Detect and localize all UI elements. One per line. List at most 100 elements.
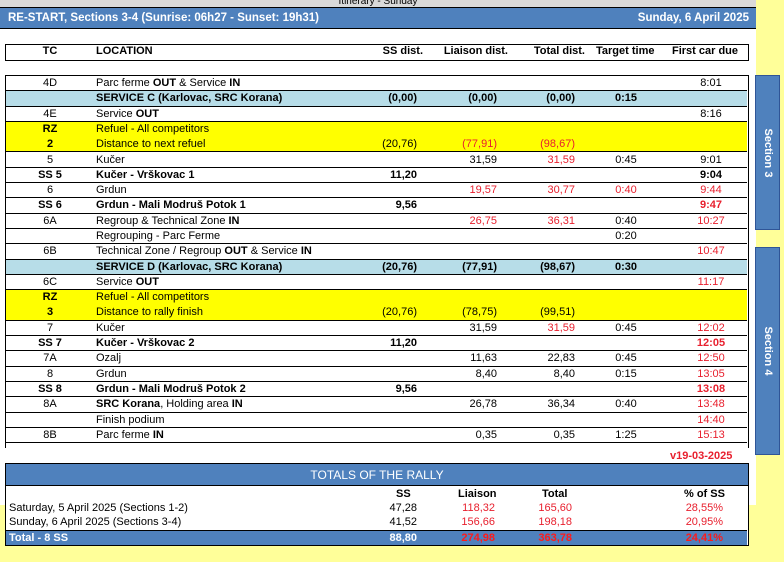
total-dist-cell: 8,40 bbox=[553, 367, 575, 380]
location-text: Kučer - Vrškovac 1 bbox=[96, 168, 195, 181]
tc-cell: SS 6 bbox=[38, 199, 62, 212]
table-row-normal: 5 Kučer 31,59 31,59 0:45 9:01 bbox=[6, 153, 747, 168]
table-row-ss: SS 7 Kučer - Vrškovac 2 11,20 12:05 bbox=[6, 336, 747, 352]
location-text: SERVICE C (Karlovac, SRC Korana) bbox=[96, 92, 283, 105]
ss-dist-cell: 9,56 bbox=[395, 199, 417, 212]
liaison-value: 274,98 bbox=[461, 532, 495, 544]
location-text: Parc ferme bbox=[96, 77, 153, 89]
target-time-cell: 0:20 bbox=[615, 230, 637, 242]
liaison-dist-cell: 26,78 bbox=[469, 398, 497, 411]
liaison-dist-cell: (78,75) bbox=[462, 306, 497, 319]
section-label: Section 4 bbox=[761, 326, 774, 376]
target-time-cell: 0:30 bbox=[614, 260, 638, 273]
tc-cell: 3 bbox=[46, 306, 54, 319]
totals-grand-row: Total - 8 SS 88,80 274,98 363,78 24,41% bbox=[6, 530, 747, 545]
ss-value: 88,80 bbox=[389, 532, 417, 544]
target-time-cell: 0:40 bbox=[615, 398, 637, 411]
total-dist-cell: 36,31 bbox=[547, 214, 575, 227]
first-car-due-cell: 12:05 bbox=[696, 337, 726, 350]
total-dist-cell: (98,67) bbox=[540, 260, 575, 273]
location-cell: Parc ferme OUT & Service IN bbox=[96, 76, 240, 90]
location-text: Refuel - All competitors bbox=[96, 291, 210, 304]
col-tc: TC bbox=[42, 45, 58, 57]
table-row-normal: Regrouping - Parc Ferme 0:20 bbox=[6, 229, 747, 245]
target-time-cell: 0:40 bbox=[615, 214, 637, 227]
total-dist-cell: (99,51) bbox=[540, 306, 575, 319]
location-cell: Regroup & Technical Zone IN bbox=[96, 214, 240, 228]
first-car-due-cell: 13:08 bbox=[696, 383, 726, 395]
tc-cell: 8A bbox=[43, 398, 57, 411]
tc-cell: RZ bbox=[42, 122, 58, 135]
table-row-normal: 6 Grdun 19,57 30,77 0:40 9:44 bbox=[6, 183, 747, 199]
ss-value: 47,28 bbox=[389, 502, 417, 514]
total-dist-cell: 30,77 bbox=[547, 184, 575, 197]
location-cell: Kučer - Vrškovac 1 bbox=[96, 168, 194, 182]
location-cell: Distance to next refuel bbox=[96, 137, 206, 150]
total-value: 198,18 bbox=[538, 516, 572, 528]
section-4-tab: Section 4 bbox=[755, 247, 780, 455]
col-liaison: Liaison bbox=[458, 488, 497, 500]
location-cell: SERVICE C (Karlovac, SRC Korana) bbox=[96, 91, 282, 105]
tc-cell: 6B bbox=[43, 245, 57, 258]
col-liaison-dist: Liaison dist. bbox=[443, 45, 508, 57]
col-ss-dist: SS dist. bbox=[382, 45, 423, 57]
first-car-due-cell: 14:40 bbox=[697, 413, 725, 426]
location-cell: Service OUT bbox=[96, 275, 159, 289]
table-row-normal: 4D Parc ferme OUT & Service IN 8:01 bbox=[6, 76, 747, 92]
location-text: & Service bbox=[176, 77, 230, 89]
first-car-due-cell: 10:47 bbox=[697, 245, 725, 258]
table-row-refuel: RZ 2 Refuel - All competitors Distance to n… bbox=[6, 121, 747, 153]
location-text: OUT bbox=[135, 107, 159, 120]
location-text: OUT bbox=[224, 245, 248, 258]
ss-dist-cell: 9,56 bbox=[395, 383, 417, 395]
total-dist-cell: 36,34 bbox=[547, 398, 575, 411]
first-car-due-cell: 12:50 bbox=[697, 352, 725, 365]
ss-value: 41,52 bbox=[389, 516, 417, 528]
row-label: Saturday, 5 April 2025 (Sections 1-2) bbox=[9, 502, 188, 514]
section-3-tab: Section 3 bbox=[755, 75, 780, 230]
itinerary-table: 4D Parc ferme OUT & Service IN 8:01 SERVICE… bbox=[5, 75, 749, 448]
total-dist-cell: 31,59 bbox=[547, 321, 575, 334]
location-text: IN bbox=[300, 245, 312, 258]
totals-row: Saturday, 5 April 2025 (Sections 1-2) 47… bbox=[6, 501, 747, 515]
ss-dist-cell: (20,76) bbox=[382, 137, 417, 150]
location-text: IN bbox=[228, 214, 240, 227]
total-value: 165,60 bbox=[538, 502, 572, 514]
target-time-cell: 1:25 bbox=[615, 428, 637, 441]
tc-cell: 4D bbox=[42, 77, 58, 89]
liaison-dist-cell: 31,59 bbox=[469, 153, 497, 166]
location-text: Regrouping - Parc Ferme bbox=[96, 230, 221, 242]
location-cell: Regrouping - Parc Ferme bbox=[96, 229, 220, 243]
table-row-normal: Finish podium 14:40 bbox=[6, 413, 747, 428]
tc-cell: 6C bbox=[42, 275, 58, 288]
tc-cell: 8B bbox=[43, 428, 57, 441]
version-label: v19-03-2025 bbox=[670, 450, 733, 462]
table-row-normal: 7A Ozalj 11,63 22,83 0:45 12:50 bbox=[6, 351, 747, 367]
location-cell: Ozalj bbox=[96, 351, 121, 365]
header-title: RE-START, Sections 3-4 (Sunrise: 06h27 -… bbox=[8, 12, 320, 24]
ss-dist-cell: (0,00) bbox=[388, 92, 417, 105]
header-date: Sunday, 6 April 2025 bbox=[637, 12, 749, 24]
totals-table: TOTALS OF THE RALLY SS Liaison Total % o… bbox=[5, 463, 749, 546]
target-time-cell: 0:45 bbox=[615, 352, 637, 365]
location-cell: Kučer bbox=[96, 321, 125, 335]
location-cell: Service OUT bbox=[96, 107, 159, 121]
table-row-refuel: RZ 3 Refuel - All competitors Distance to r… bbox=[6, 290, 747, 321]
table-row-normal: 6B Technical Zone / Regroup OUT & Service… bbox=[6, 244, 747, 260]
first-car-due-cell: 11:17 bbox=[697, 275, 725, 288]
col-total-dist: Total dist. bbox=[533, 45, 585, 57]
total-dist-cell: (0,00) bbox=[546, 92, 575, 105]
liaison-dist-cell: (0,00) bbox=[468, 92, 497, 105]
location-text: OUT bbox=[152, 77, 177, 89]
location-text: OUT bbox=[135, 275, 159, 288]
liaison-dist-cell: 19,57 bbox=[469, 184, 497, 197]
location-text: Parc ferme bbox=[96, 428, 153, 441]
liaison-value: 156,66 bbox=[461, 516, 495, 528]
location-text: , Holding area bbox=[160, 398, 232, 411]
location-text: IN bbox=[231, 398, 243, 411]
tc-cell: 5 bbox=[46, 153, 54, 166]
tc-cell: SS 5 bbox=[38, 168, 62, 181]
table-row-service: SERVICE C (Karlovac, SRC Korana) (0,00) (0… bbox=[6, 91, 747, 107]
col-first-car-due: First car due bbox=[672, 45, 739, 57]
first-car-due-cell: 13:05 bbox=[697, 367, 725, 380]
